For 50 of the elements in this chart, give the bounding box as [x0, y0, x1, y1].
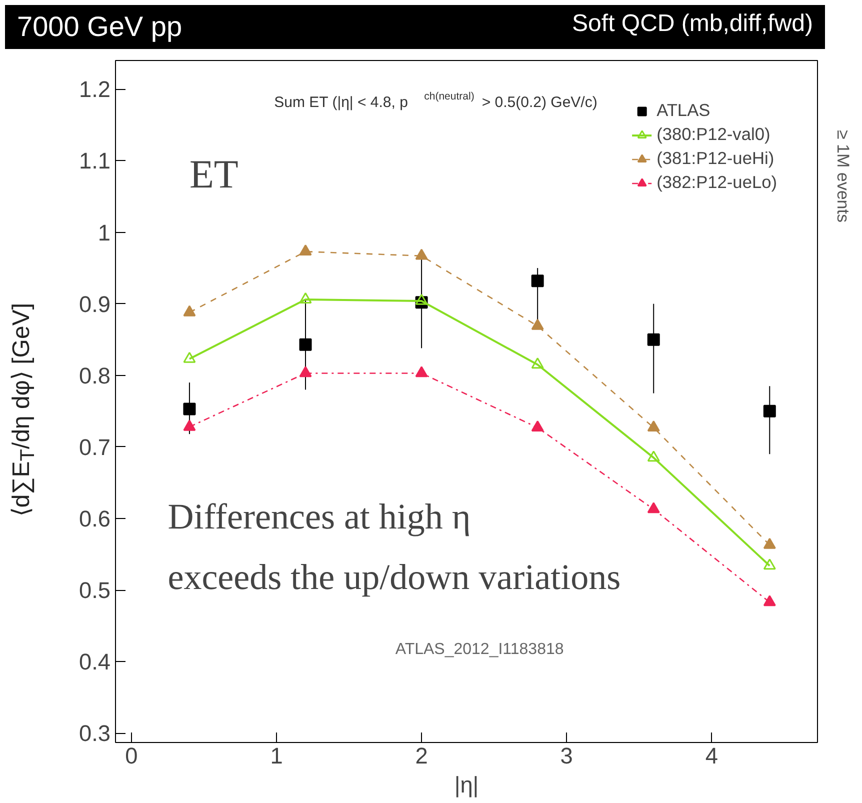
x-tick-label: 2 — [415, 742, 428, 768]
legend-label: ATLAS — [656, 100, 710, 121]
point — [531, 318, 544, 330]
y-tick-label: 0.7 — [79, 434, 111, 460]
point — [763, 558, 776, 570]
y-tick-label: 0.8 — [79, 362, 111, 388]
x-axis-title: |η| — [454, 772, 479, 798]
x-tick-label: 3 — [560, 742, 573, 768]
annotation: ATLAS_2012_I1183818 — [395, 641, 564, 658]
y-tick-label: 1.2 — [79, 76, 111, 102]
legend-label: (382:P12-ueLo) — [656, 172, 777, 193]
y-tick-label: 1.1 — [79, 148, 111, 174]
point — [183, 305, 196, 316]
point — [647, 420, 660, 432]
point — [299, 366, 312, 378]
point — [763, 538, 776, 549]
x-tick-label: 0 — [125, 742, 138, 768]
y-tick-label: 0.3 — [79, 720, 111, 746]
y-tick-label: 0.5 — [79, 577, 111, 604]
point — [183, 352, 196, 363]
point — [531, 358, 544, 369]
text: Soft QCD (mb,diff,fwd) — [572, 9, 813, 39]
annotation: exceeds the up/down variations — [168, 557, 621, 598]
y-tick-label: 0.9 — [79, 290, 111, 317]
y-tick-label: 0.6 — [79, 506, 111, 532]
y-tick-label: 0.4 — [79, 648, 111, 675]
x-tick-label: 4 — [705, 742, 718, 768]
chart-title: 7000 GeV pp — [17, 10, 182, 44]
point — [763, 595, 776, 606]
point — [647, 502, 660, 514]
annotation: ET — [189, 151, 238, 196]
point — [183, 402, 196, 416]
legend-label: (380:P12-val0) — [656, 124, 770, 145]
point — [647, 450, 660, 462]
point — [647, 333, 660, 346]
point — [299, 292, 312, 304]
text: ≥ 1M events — [832, 130, 854, 222]
point — [415, 294, 428, 305]
y-tick-label: 1 — [98, 219, 111, 246]
x-tick-label: 1 — [270, 742, 283, 768]
point — [415, 248, 428, 260]
annotation: Differences at high η — [168, 496, 471, 536]
legend-label: (381:P12-ueHi) — [656, 148, 774, 169]
point — [183, 420, 196, 431]
point — [299, 244, 312, 256]
point — [531, 420, 544, 432]
point — [415, 366, 428, 378]
point — [531, 274, 544, 288]
point — [763, 404, 776, 418]
point — [299, 338, 312, 351]
